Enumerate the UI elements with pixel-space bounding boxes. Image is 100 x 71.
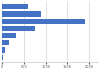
Bar — [2, 40, 8, 45]
Bar — [2, 55, 3, 60]
Bar — [2, 33, 16, 38]
Bar — [2, 47, 5, 53]
Bar — [2, 4, 28, 9]
Bar — [2, 26, 35, 31]
Bar — [2, 19, 85, 24]
Bar — [2, 11, 41, 17]
